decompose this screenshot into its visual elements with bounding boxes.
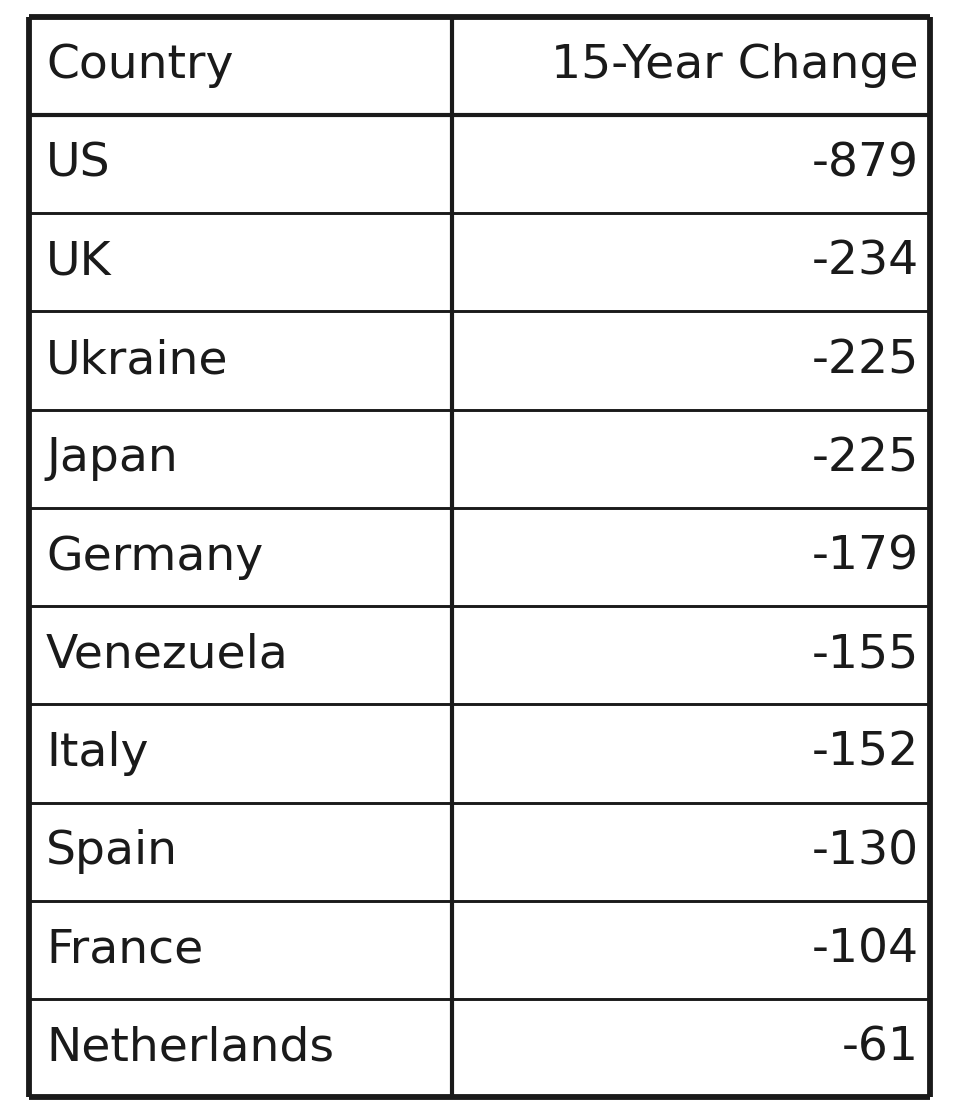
Text: UK: UK <box>46 240 111 285</box>
Text: Italy: Italy <box>46 731 149 776</box>
Text: Netherlands: Netherlands <box>46 1026 334 1071</box>
Text: -155: -155 <box>811 633 919 677</box>
Text: -225: -225 <box>811 437 919 481</box>
Text: Spain: Spain <box>46 829 178 874</box>
Text: US: US <box>46 141 110 186</box>
Text: -879: -879 <box>811 141 919 186</box>
Text: -234: -234 <box>811 240 919 285</box>
Text: -152: -152 <box>811 731 919 776</box>
Text: -225: -225 <box>811 338 919 383</box>
Text: Ukraine: Ukraine <box>46 338 228 383</box>
Text: -130: -130 <box>811 829 919 874</box>
Text: France: France <box>46 928 203 973</box>
Text: -61: -61 <box>842 1026 919 1071</box>
Text: -104: -104 <box>811 928 919 973</box>
Text: Germany: Germany <box>46 535 264 579</box>
Text: Country: Country <box>46 43 234 88</box>
Text: 15-Year Change: 15-Year Change <box>551 43 919 88</box>
Text: Venezuela: Venezuela <box>46 633 289 677</box>
Text: Japan: Japan <box>46 437 177 481</box>
Text: -179: -179 <box>811 535 919 579</box>
